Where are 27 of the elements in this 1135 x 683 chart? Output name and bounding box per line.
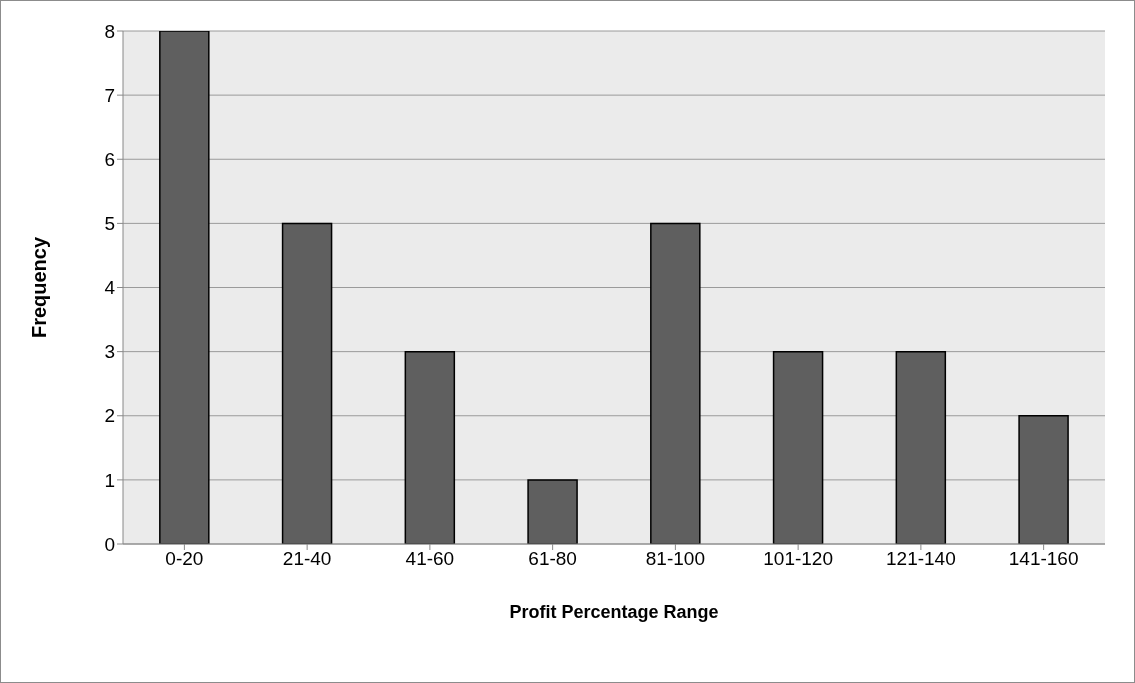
y-tick-label: 3 xyxy=(104,341,115,363)
bar xyxy=(159,31,210,544)
y-tick-label: 1 xyxy=(104,469,115,491)
bar xyxy=(281,222,333,544)
bar xyxy=(404,350,456,544)
x-tick-label: 81-100 xyxy=(645,548,705,570)
bar xyxy=(1018,415,1069,544)
y-axis-title: Frequency xyxy=(28,236,51,339)
x-axis-title: Profit Percentage Range xyxy=(509,602,719,622)
x-tick-label: 101-120 xyxy=(763,548,833,570)
bar xyxy=(772,350,824,544)
y-tick-label: 6 xyxy=(104,148,115,170)
y-tick-label: 8 xyxy=(104,20,115,42)
bar xyxy=(895,350,947,544)
y-tick-label: 7 xyxy=(104,84,115,106)
x-tick-label: 0-20 xyxy=(165,548,204,570)
x-tick-label: 21-40 xyxy=(282,548,332,570)
x-tick-label: 121-140 xyxy=(886,548,956,570)
y-tick-label: 4 xyxy=(104,277,116,299)
x-tick-label: 61-80 xyxy=(528,548,577,570)
y-tick-label: 5 xyxy=(104,213,115,235)
x-tick-label: 41-60 xyxy=(405,548,455,570)
y-tick-label: 0 xyxy=(104,533,115,555)
bar xyxy=(527,479,578,544)
bar xyxy=(650,222,701,544)
x-tick-label: 141-160 xyxy=(1008,548,1079,570)
y-tick-label: 2 xyxy=(104,405,115,427)
